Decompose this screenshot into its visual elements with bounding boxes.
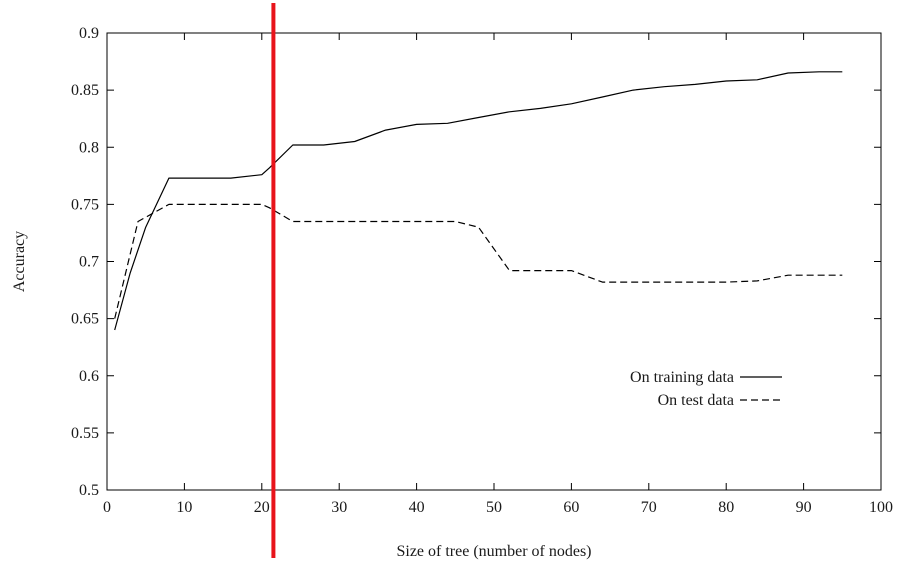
plot-border — [106, 32, 882, 491]
y-tick-label: 0.85 — [71, 82, 99, 99]
y-tick-label: 0.65 — [71, 311, 99, 328]
y-axis-title: Accuracy — [11, 231, 28, 292]
x-tick-label: 100 — [869, 499, 893, 516]
test-accuracy-line — [114, 203, 843, 319]
x-tick-label: 90 — [796, 499, 812, 516]
y-tick-label: 0.6 — [79, 368, 99, 385]
x-tick-label: 70 — [641, 499, 657, 516]
x-tick-label: 80 — [718, 499, 734, 516]
x-axis-ticks: 0 10 20 30 40 50 60 70 80 90 100 — [103, 33, 893, 516]
y-tick-label: 0.8 — [79, 139, 99, 156]
y-axis-ticks: 0.5 0.55 0.6 0.65 0.7 0.75 0.8 0.85 0.9 — [71, 25, 881, 499]
x-tick-label: 10 — [176, 499, 192, 516]
x-axis-title: Size of tree (number of nodes) — [396, 543, 591, 560]
y-tick-label: 0.9 — [79, 25, 99, 42]
training-accuracy-line — [114, 71, 843, 331]
y-tick-label: 0.7 — [79, 254, 99, 271]
x-tick-label: 50 — [486, 499, 502, 516]
x-tick-label: 0 — [103, 499, 111, 516]
x-tick-label: 30 — [331, 499, 347, 516]
y-tick-label: 0.75 — [71, 196, 99, 213]
series-lines — [114, 71, 843, 331]
x-tick-label: 20 — [254, 499, 270, 516]
plot-frame — [106, 32, 882, 491]
x-tick-label: 40 — [409, 499, 425, 516]
legend-label: On test data — [658, 392, 734, 409]
legend-label: On training data — [630, 369, 734, 386]
y-tick-label: 0.55 — [71, 425, 99, 442]
x-tick-label: 60 — [563, 499, 579, 516]
legend: On training data On test data — [630, 369, 782, 409]
y-tick-label: 0.5 — [79, 482, 99, 499]
